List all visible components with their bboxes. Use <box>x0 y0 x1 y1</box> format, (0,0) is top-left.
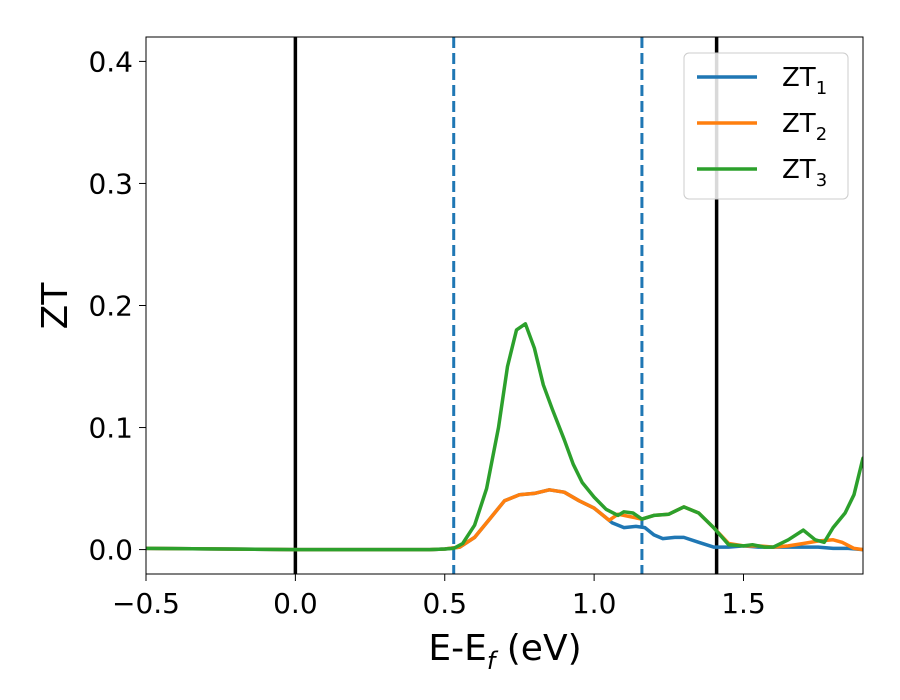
x-axis-label-unit: (eV) <box>495 628 581 669</box>
x-tick-label: 1.0 <box>572 587 617 620</box>
y-tick-label: 0.3 <box>88 167 133 200</box>
reference-lines <box>293 37 719 574</box>
y-tick-label: 0.0 <box>88 534 133 567</box>
legend-label-zt3: ZT3 <box>782 155 827 191</box>
series-line-zt3 <box>146 322 863 552</box>
y-tick-label: 0.2 <box>88 290 133 323</box>
x-tick-label: 0.0 <box>273 587 318 620</box>
x-axis-ticks: −0.5 0.0 0.5 1.0 1.5 <box>112 574 766 620</box>
legend-box <box>683 52 849 200</box>
y-tick-label: 0.1 <box>88 412 133 445</box>
x-tick-label: 1.5 <box>721 587 766 620</box>
series-lines <box>146 322 863 552</box>
series-line-zt2 <box>146 488 863 552</box>
x-tick-label: −0.5 <box>112 587 180 620</box>
legend-label-zt1: ZT1 <box>782 63 827 99</box>
legend: ZT1 ZT2 ZT3 <box>683 52 849 200</box>
x-tick-label: 0.5 <box>422 587 467 620</box>
x-axis-label: E-Ef (eV) <box>428 628 581 675</box>
y-axis-label: ZT <box>35 282 76 330</box>
series-line-zt1 <box>146 488 863 552</box>
y-tick-label: 0.4 <box>88 45 133 78</box>
y-axis-ticks: 0.0 0.1 0.2 0.3 0.4 <box>88 45 146 567</box>
legend-label-zt2: ZT2 <box>782 109 827 145</box>
